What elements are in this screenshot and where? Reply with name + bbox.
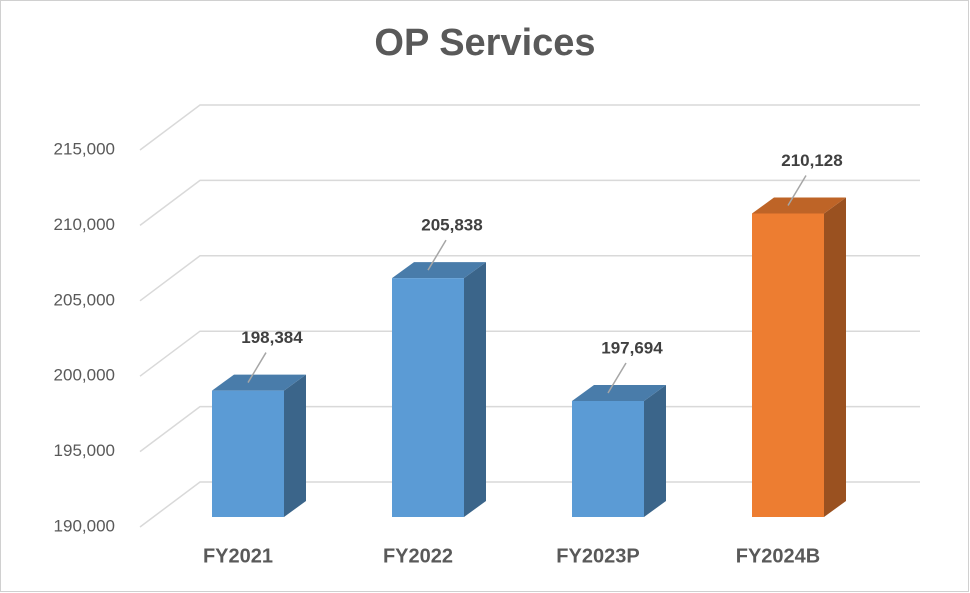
bar-top [212,374,306,391]
bar-front [392,278,464,517]
grid-line [139,405,920,453]
chart-title: OP Services [374,22,595,64]
bar-front [572,400,644,517]
x-tick-label: FY2024B [736,545,821,567]
bar-top [392,262,486,279]
bar-side [284,374,306,517]
bar-side [464,262,486,517]
bar-top [572,384,666,401]
leader-line [247,352,267,383]
bar [212,374,306,517]
bar-top [752,197,846,214]
y-tick-label: 190,000 [54,516,115,535]
value-label: 197,694 [601,338,663,357]
y-tick-label: 195,000 [54,441,115,460]
grid-line [139,179,920,226]
leader-line [787,175,807,206]
bar [392,262,486,517]
grid-line [139,481,920,528]
y-tick-label: 215,000 [54,139,115,158]
x-tick-label: FY2021 [203,545,273,567]
y-tick-label: 210,000 [54,215,115,234]
x-tick-label: FY2023P [556,545,639,567]
grid-line [139,104,920,151]
y-tick-label: 200,000 [54,366,115,385]
bar-front [752,213,824,517]
bar-front [212,390,284,517]
value-label: 210,128 [781,151,842,170]
y-tick-label: 205,000 [54,290,115,309]
value-label: 205,838 [421,216,482,235]
bar-side [824,197,846,517]
value-label: 198,384 [241,328,303,347]
grid-line [139,255,920,302]
bar [572,384,666,517]
grid-line [139,330,920,377]
x-tick-label: FY2022 [383,545,453,567]
bar [752,197,846,517]
bar-side [644,384,666,517]
leader-line [607,362,627,394]
leader-line [427,239,447,271]
